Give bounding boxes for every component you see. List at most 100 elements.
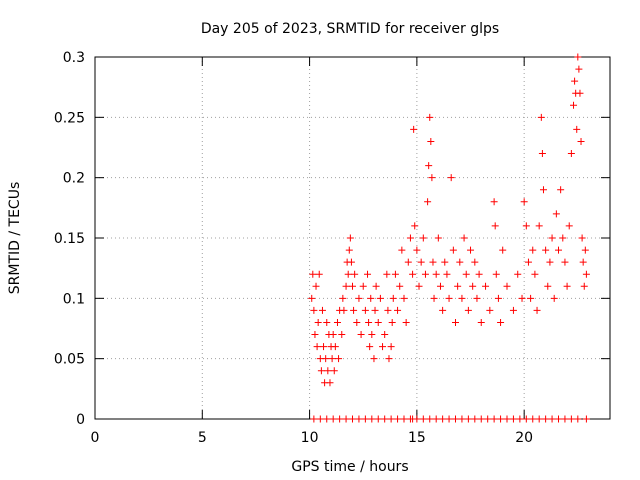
data-point	[567, 150, 575, 158]
data-point	[427, 137, 435, 145]
zero-data-point	[509, 415, 517, 423]
data-point	[353, 318, 361, 326]
x-axis-label: GPS time / hours	[291, 459, 408, 475]
y-tick-label: 0.2	[63, 171, 85, 187]
data-point	[309, 270, 317, 278]
zero-data-point	[400, 415, 408, 423]
data-point	[576, 89, 584, 97]
data-point	[473, 294, 481, 302]
data-point	[391, 270, 399, 278]
data-point	[520, 198, 528, 206]
data-point	[490, 198, 498, 206]
data-point	[477, 318, 485, 326]
data-point	[333, 318, 341, 326]
axis-ticks: 0 0.05 0.1 0.15 0.2 0.25 0.3 0 5 10 15 20	[54, 50, 610, 446]
zero-data-point	[342, 415, 350, 423]
data-point	[415, 282, 423, 290]
data-point	[350, 306, 358, 314]
data-point	[394, 306, 402, 314]
zero-data-point	[361, 415, 369, 423]
data-point	[544, 282, 552, 290]
zero-data-point	[522, 415, 530, 423]
data-point	[527, 294, 535, 302]
data-point	[434, 234, 442, 242]
y-tick-label: 0.05	[54, 352, 85, 368]
x-tick-label: 20	[515, 430, 533, 446]
data-point	[581, 246, 589, 254]
zero-data-point	[419, 415, 427, 423]
data-point	[557, 186, 565, 194]
data-point	[542, 246, 550, 254]
data-point	[347, 258, 355, 266]
data-point	[425, 162, 433, 170]
data-point	[315, 270, 323, 278]
data-point	[313, 343, 321, 351]
zero-data-point	[529, 415, 537, 423]
data-point	[398, 246, 406, 254]
data-point	[467, 246, 475, 254]
data-point	[482, 282, 490, 290]
data-point	[342, 282, 350, 290]
data-point	[324, 367, 332, 375]
data-point	[426, 113, 434, 121]
data-point	[406, 234, 414, 242]
data-point	[447, 174, 455, 182]
data-point	[429, 258, 437, 266]
data-point	[410, 125, 418, 133]
data-point	[421, 270, 429, 278]
data-point	[432, 270, 440, 278]
zero-data-point	[368, 415, 376, 423]
data-point	[402, 318, 410, 326]
zero-data-point	[310, 415, 318, 423]
data-point	[578, 234, 586, 242]
y-axis-label: SRMTID / TECUs	[7, 182, 23, 295]
data-point	[499, 246, 507, 254]
data-point	[340, 306, 348, 314]
data-point	[320, 343, 328, 351]
zero-data-point	[497, 415, 505, 423]
data-point	[430, 294, 438, 302]
data-point	[311, 331, 319, 339]
data-point	[491, 222, 499, 230]
data-point	[546, 258, 554, 266]
zero-data-point	[336, 415, 344, 423]
data-point	[329, 331, 337, 339]
data-point	[514, 270, 522, 278]
zero-data-point	[458, 415, 466, 423]
data-point	[310, 306, 318, 314]
zero-data-point	[582, 415, 590, 423]
x-tick-label: 5	[198, 430, 207, 446]
data-point	[372, 282, 380, 290]
data-point	[383, 270, 391, 278]
data-point	[509, 306, 517, 314]
data-point	[428, 174, 436, 182]
data-point	[533, 306, 541, 314]
zero-data-point	[464, 415, 472, 423]
data-point	[370, 355, 378, 363]
data-point	[346, 234, 354, 242]
data-point	[368, 331, 376, 339]
data-point	[349, 282, 356, 290]
data-point	[497, 318, 505, 326]
data-point	[339, 294, 347, 302]
data-point	[458, 294, 466, 302]
data-point	[385, 355, 393, 363]
data-point	[574, 53, 582, 61]
data-point	[469, 282, 477, 290]
data-point	[454, 282, 462, 290]
y-tick-label: 0.25	[54, 110, 85, 126]
data-point	[322, 355, 330, 363]
data-point	[366, 343, 374, 351]
data-point	[522, 222, 530, 230]
data-point	[331, 343, 339, 351]
data-point	[359, 282, 367, 290]
data-point	[413, 246, 421, 254]
data-point	[338, 331, 346, 339]
data-point	[471, 258, 479, 266]
grid-lines	[95, 57, 610, 419]
data-point	[345, 246, 353, 254]
data-point	[389, 294, 397, 302]
data-point	[314, 318, 322, 326]
